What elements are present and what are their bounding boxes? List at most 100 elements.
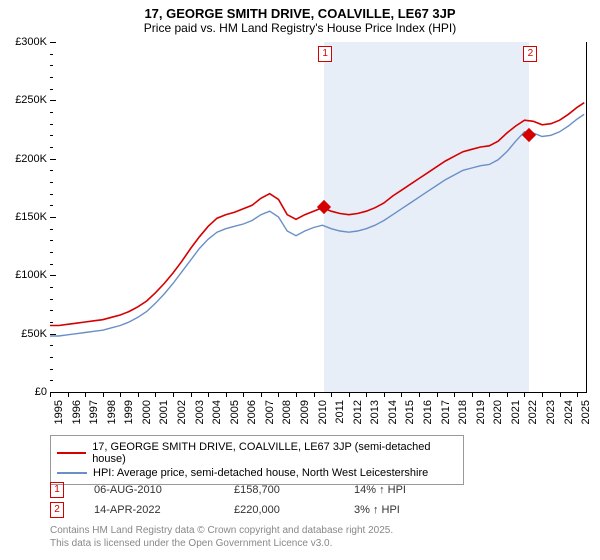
y-minor-tick [50, 357, 53, 358]
y-minor-tick [50, 89, 53, 90]
x-tick-label: 2003 [194, 400, 206, 424]
x-tick [472, 392, 473, 397]
y-tick [50, 334, 56, 335]
chart-container: 17, GEORGE SMITH DRIVE, COALVILLE, LE67 … [0, 0, 600, 560]
x-tick [68, 392, 69, 397]
x-tick [366, 392, 367, 397]
x-tick-label: 2014 [387, 400, 399, 424]
y-tick-label: £100K [15, 269, 47, 281]
x-tick-label: 2017 [440, 400, 452, 424]
y-tick [50, 159, 56, 160]
x-tick [296, 392, 297, 397]
y-minor-tick [50, 65, 53, 66]
y-minor-tick [50, 112, 53, 113]
x-tick [155, 392, 156, 397]
y-tick [50, 392, 56, 393]
plot-area: 12 [50, 42, 587, 393]
x-tick-label: 2015 [404, 400, 416, 424]
legend-row-property: 17, GEORGE SMITH DRIVE, COALVILLE, LE67 … [57, 440, 457, 466]
series-property [50, 103, 584, 326]
x-tick [577, 392, 578, 397]
marker-box-2: 2 [523, 46, 537, 62]
x-tick [120, 392, 121, 397]
chart-title: 17, GEORGE SMITH DRIVE, COALVILLE, LE67 … [0, 0, 600, 21]
x-tick [191, 392, 192, 397]
x-tick-label: 2020 [492, 400, 504, 424]
sale-price-1: £158,700 [234, 484, 324, 496]
x-tick-label: 2008 [281, 400, 293, 424]
x-tick-label: 2007 [264, 400, 276, 424]
x-tick [560, 392, 561, 397]
y-minor-tick [50, 287, 53, 288]
y-minor-tick [50, 310, 53, 311]
y-minor-tick [50, 299, 53, 300]
x-tick-label: 1996 [71, 400, 83, 424]
sale-row-1: 1 06-AUG-2010 £158,700 14% ↑ HPI [50, 480, 464, 500]
x-tick [331, 392, 332, 397]
x-tick [524, 392, 525, 397]
x-tick [401, 392, 402, 397]
legend-swatch-hpi [57, 472, 87, 474]
chart-lines-svg [50, 42, 586, 392]
x-tick [507, 392, 508, 397]
x-tick [226, 392, 227, 397]
x-tick-label: 1999 [123, 400, 135, 424]
x-tick [208, 392, 209, 397]
x-tick [85, 392, 86, 397]
y-minor-tick [50, 194, 53, 195]
x-tick-label: 2025 [580, 400, 592, 424]
x-tick-label: 2019 [475, 400, 487, 424]
y-minor-tick [50, 147, 53, 148]
x-tick-label: 2016 [422, 400, 434, 424]
x-tick [419, 392, 420, 397]
y-tick [50, 275, 56, 276]
y-minor-tick [50, 229, 53, 230]
y-minor-tick [50, 264, 53, 265]
y-tick-label: £0 [35, 386, 47, 398]
x-tick-label: 2022 [527, 400, 539, 424]
legend-box: 17, GEORGE SMITH DRIVE, COALVILLE, LE67 … [50, 435, 464, 485]
y-minor-tick [50, 77, 53, 78]
sale-hpi-1: 14% ↑ HPI [354, 484, 464, 496]
x-tick [103, 392, 104, 397]
y-tick [50, 42, 56, 43]
footer: Contains HM Land Registry data © Crown c… [50, 524, 393, 550]
x-tick-label: 1998 [106, 400, 118, 424]
sale-marker-1: 1 [50, 482, 64, 498]
x-tick-label: 2011 [334, 400, 346, 424]
x-tick-label: 2005 [229, 400, 241, 424]
x-tick-label: 2021 [510, 400, 522, 424]
x-tick-label: 2024 [563, 400, 575, 424]
sale-hpi-2: 3% ↑ HPI [354, 504, 464, 516]
series-hpi [50, 114, 584, 336]
y-minor-tick [50, 124, 53, 125]
x-tick-label: 2001 [158, 400, 170, 424]
x-tick-label: 2013 [369, 400, 381, 424]
x-tick-label: 2009 [299, 400, 311, 424]
footer-line-2: This data is licensed under the Open Gov… [50, 537, 393, 550]
y-minor-tick [50, 322, 53, 323]
y-minor-tick [50, 252, 53, 253]
x-tick [349, 392, 350, 397]
y-minor-tick [50, 205, 53, 206]
legend-label-property: 17, GEORGE SMITH DRIVE, COALVILLE, LE67 … [92, 441, 457, 465]
sale-date-2: 14-APR-2022 [94, 504, 204, 516]
y-minor-tick [50, 182, 53, 183]
x-tick [138, 392, 139, 397]
chart-subtitle: Price paid vs. HM Land Registry's House … [0, 21, 600, 39]
x-tick-label: 2004 [211, 400, 223, 424]
x-tick-label: 2018 [457, 400, 469, 424]
y-axis: £0£50K£100K£150K£200K£250K£300K [0, 42, 50, 392]
marker-box-1: 1 [318, 46, 332, 62]
x-tick [243, 392, 244, 397]
y-tick [50, 100, 56, 101]
x-tick [489, 392, 490, 397]
y-minor-tick [50, 369, 53, 370]
y-tick-label: £150K [15, 211, 47, 223]
x-tick [278, 392, 279, 397]
x-tick [261, 392, 262, 397]
y-tick [50, 217, 56, 218]
x-tick-label: 2006 [246, 400, 258, 424]
y-minor-tick [50, 240, 53, 241]
y-tick-label: £50K [21, 328, 47, 340]
